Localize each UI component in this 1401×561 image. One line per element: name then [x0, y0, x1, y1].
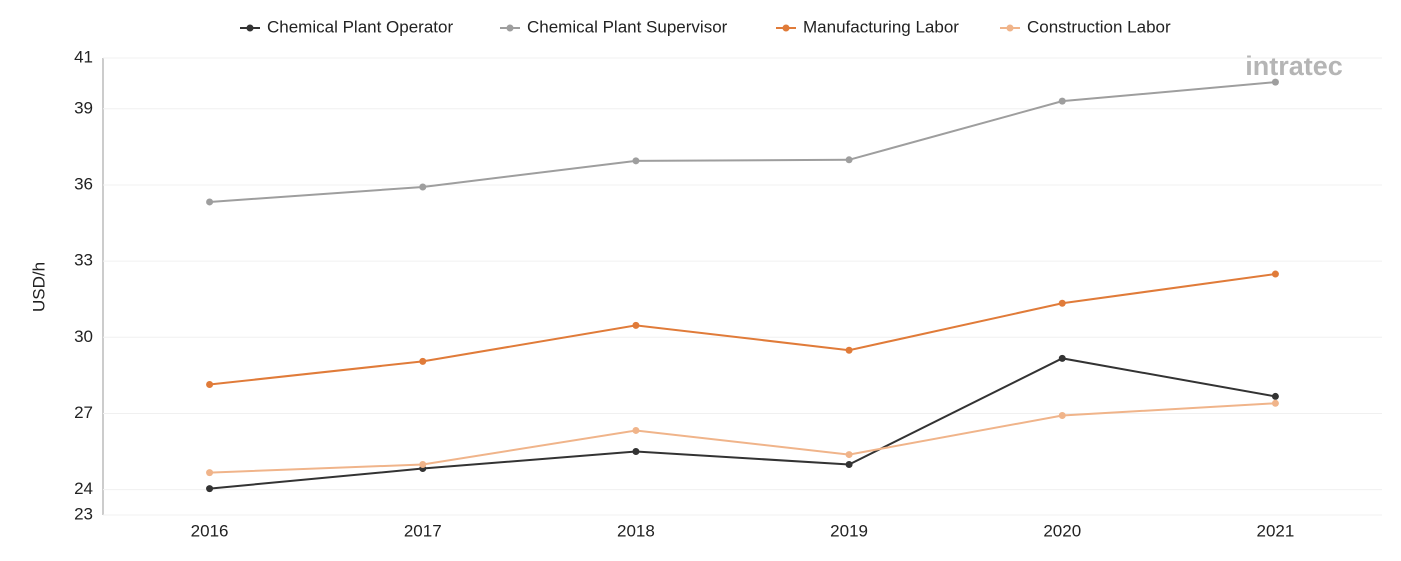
- series-line: [209, 81, 1276, 203]
- y-tick-label: 41: [74, 47, 93, 66]
- y-tick-label: 23: [74, 504, 93, 523]
- x-tick-label: 2020: [1043, 521, 1081, 540]
- x-tick-label: 2019: [830, 521, 868, 540]
- y-tick-label: 24: [74, 479, 93, 498]
- series-line: [209, 402, 1276, 474]
- data-point: [1271, 392, 1279, 400]
- data-point: [1271, 78, 1279, 86]
- data-point: [632, 157, 640, 165]
- y-tick-label: 36: [74, 174, 93, 193]
- legend-label: Manufacturing Labor: [803, 17, 959, 36]
- x-tick-label: 2017: [404, 521, 442, 540]
- y-tick-label: 33: [74, 251, 93, 270]
- series-line: [209, 273, 1276, 386]
- data-point: [845, 451, 853, 459]
- legend-label: Construction Labor: [1027, 17, 1171, 36]
- data-point: [206, 469, 214, 477]
- data-point: [845, 346, 853, 354]
- data-point: [632, 321, 640, 329]
- data-point: [632, 448, 640, 456]
- data-point: [419, 183, 427, 191]
- y-axis-label: USD/h: [29, 262, 48, 312]
- y-tick-label: 30: [74, 327, 93, 346]
- legend-marker: [782, 24, 790, 32]
- data-point: [1271, 399, 1279, 407]
- data-point: [206, 198, 214, 206]
- data-point: [1058, 411, 1066, 419]
- data-point: [845, 460, 853, 468]
- legend-label: Chemical Plant Operator: [267, 17, 453, 36]
- data-point: [845, 156, 853, 164]
- data-point: [1058, 354, 1066, 362]
- x-tick-label: 2018: [617, 521, 655, 540]
- data-point: [206, 381, 214, 389]
- watermark: intratec: [1245, 51, 1343, 81]
- data-point: [419, 460, 427, 468]
- legend-marker: [506, 24, 514, 32]
- data-point: [1058, 97, 1066, 105]
- x-tick-label: 2016: [191, 521, 229, 540]
- data-point: [206, 485, 214, 493]
- data-point: [419, 357, 427, 365]
- data-point: [632, 426, 640, 434]
- y-tick-label: 27: [74, 403, 93, 422]
- x-tick-label: 2021: [1257, 521, 1295, 540]
- legend-label: Chemical Plant Supervisor: [527, 17, 728, 36]
- y-tick-label: 39: [74, 98, 93, 117]
- legend-marker: [246, 24, 254, 32]
- data-point: [1058, 299, 1066, 307]
- series-line: [209, 357, 1276, 490]
- legend-marker: [1006, 24, 1014, 32]
- data-point: [1271, 270, 1279, 278]
